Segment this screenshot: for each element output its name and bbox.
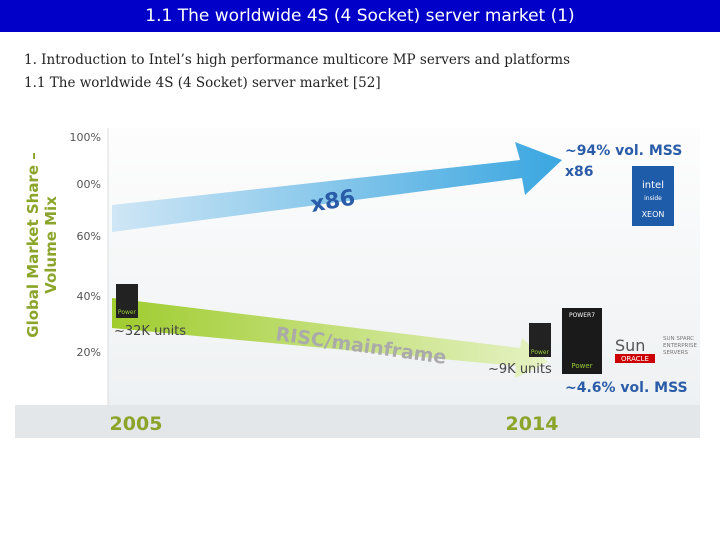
risc-share: ~4.6% vol. MSS [565, 380, 688, 396]
text-line: 1.1 The worldwide 4S (4 Socket) server m… [24, 75, 381, 91]
power7-logo [562, 308, 602, 374]
logo-text: intel [642, 180, 664, 191]
start-units: ~32K units [114, 324, 186, 339]
logo-text: SUN SPARC [663, 336, 694, 342]
text-line: 1. Introduction to Intel’s high performa… [24, 52, 571, 68]
ticks: 100% 00% 60% 40% 20% [70, 131, 101, 359]
sun-logo: Sun [615, 336, 645, 355]
logo-text: POWER7 [569, 312, 595, 319]
logo-text: Power [531, 349, 550, 356]
x86-share: x86 [565, 164, 594, 180]
year-label: 2005 [110, 413, 163, 435]
oracle-logo [615, 354, 655, 363]
x86-share: ~94% vol. MSS [565, 143, 682, 159]
y-axis-label: Global Market Share – [24, 152, 42, 337]
x86-arrow [112, 142, 562, 232]
logo-text: Power [571, 362, 592, 370]
logo-text: ORACLE [621, 355, 649, 363]
logo-text: Power [118, 309, 137, 316]
title-bar: 1.1 The worldwide 4S (4 Socket) server m… [0, 0, 720, 32]
logo-text: SERVERS [663, 350, 689, 356]
logo-text: ENTERPRISE [663, 343, 697, 349]
tick-label: 100% [70, 131, 101, 144]
tick-label: 00% [77, 178, 101, 191]
y-axis-label: Volume Mix [42, 196, 60, 294]
year-band [15, 405, 700, 438]
logo-text: inside [644, 195, 662, 202]
intel-logo [632, 166, 674, 226]
logo-text: XEON [642, 210, 665, 219]
risc-arrow [112, 298, 548, 378]
end-units: ~9K units [488, 362, 552, 377]
tick-label: 40% [77, 290, 101, 303]
year-label: 2014 [506, 413, 559, 435]
power-logo [116, 284, 138, 318]
power-logo [529, 323, 551, 357]
tick-label: 60% [77, 230, 101, 243]
tick-label: 20% [77, 346, 101, 359]
plot-background [108, 128, 700, 406]
